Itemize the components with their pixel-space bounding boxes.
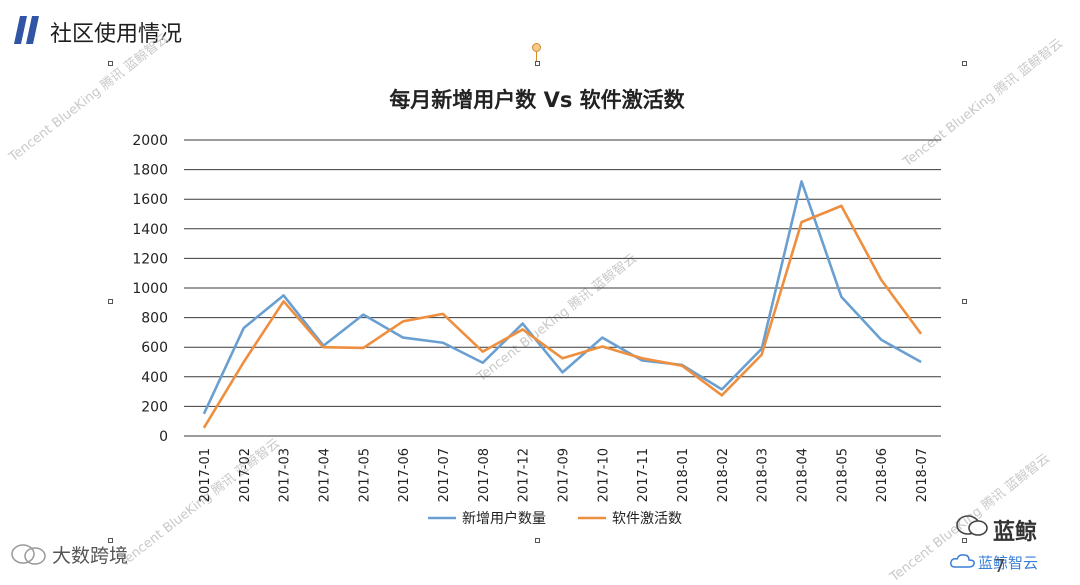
y-tick-label: 0	[159, 429, 168, 445]
y-tick-label: 2000	[132, 133, 168, 149]
y-tick-label: 1600	[132, 192, 168, 208]
resize-handle-bottom[interactable]	[535, 538, 540, 543]
x-tick-label: 2017-01	[198, 448, 213, 502]
cloud-icon	[950, 554, 975, 568]
resize-handle-top-left[interactable]	[108, 61, 113, 66]
page-number: 7	[994, 556, 1006, 577]
chart-title: 每月新增用户数 Vs 软件激活数	[389, 88, 685, 112]
x-tick-label: 2018-01	[676, 448, 691, 502]
x-tick-label: 2017-03	[278, 448, 293, 502]
x-tick-label: 2017-11	[636, 448, 651, 502]
legend-label-2: 软件激活数	[612, 510, 682, 527]
legend-label-1: 新增用户数量	[462, 510, 546, 527]
resize-handle-bottom-right[interactable]	[962, 538, 967, 543]
x-tick-label: 2018-03	[756, 448, 771, 502]
page-title: 社区使用情况	[50, 22, 183, 47]
header-accent-icon	[14, 16, 39, 44]
x-tick-label: 2017-08	[477, 448, 492, 502]
x-tick-label: 2017-10	[596, 448, 611, 502]
x-tick-label: 2017-09	[557, 448, 572, 502]
y-tick-label: 200	[141, 399, 168, 415]
x-tick-label: 2018-07	[915, 448, 930, 502]
x-tick-label: 2017-04	[317, 448, 332, 502]
x-tick-label: 2018-02	[716, 448, 731, 502]
brand-right-title: 蓝鲸	[993, 520, 1038, 545]
x-tick-label: 2018-06	[875, 448, 890, 502]
x-tick-label: 2017-12	[517, 448, 532, 502]
y-tick-label: 600	[141, 340, 168, 356]
y-tick-label: 1800	[132, 163, 168, 179]
y-tick-label: 400	[141, 370, 168, 386]
series-line-2	[202, 204, 923, 429]
x-tick-label: 2017-06	[397, 448, 412, 502]
resize-handle-top[interactable]	[535, 61, 540, 66]
x-tick-label: 2018-04	[796, 448, 811, 502]
y-tick-label: 1200	[132, 251, 168, 267]
wechat-icon	[11, 544, 46, 565]
resize-handle-right[interactable]	[962, 299, 967, 304]
y-tick-label: 1400	[132, 222, 168, 238]
x-tick-label: 2017-07	[437, 448, 452, 502]
slide-header: 社区使用情况	[0, 0, 1080, 64]
y-tick-label: 800	[141, 311, 168, 327]
x-tick-label: 2017-05	[357, 448, 372, 502]
rotation-handle-stem	[536, 52, 537, 62]
x-tick-label: 2018-05	[835, 448, 850, 502]
brand-left: 大数跨境	[52, 545, 129, 567]
x-tick-label: 2017-02	[238, 448, 253, 502]
bluekiing-logo-icon	[956, 515, 988, 536]
resize-handle-top-right[interactable]	[962, 61, 967, 66]
y-tick-label: 1000	[132, 281, 168, 297]
resize-handle-bottom-left[interactable]	[108, 538, 113, 543]
resize-handle-left[interactable]	[108, 299, 113, 304]
rotation-handle[interactable]	[532, 43, 541, 52]
brand-right-sub: 蓝鲸智云	[978, 554, 1039, 572]
